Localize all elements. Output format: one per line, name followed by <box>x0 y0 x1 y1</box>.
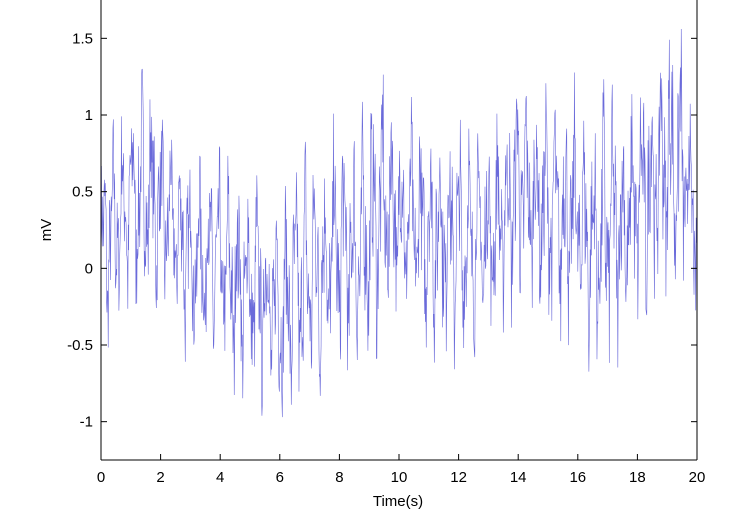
y-tick-label: 0.5 <box>72 184 93 201</box>
y-tick-label: 1 <box>85 107 93 124</box>
x-tick-label: 16 <box>569 469 586 486</box>
x-tick-label: 12 <box>450 469 467 486</box>
x-tick-label: 4 <box>216 469 224 486</box>
x-tick-label: 2 <box>156 469 164 486</box>
y-tick-label: -1 <box>80 414 93 431</box>
x-tick-label: 20 <box>689 469 706 486</box>
y-axis-label: mV <box>38 219 55 242</box>
plot-area <box>100 29 698 418</box>
x-tick-label: 10 <box>391 469 408 486</box>
x-tick-label: 14 <box>510 469 527 486</box>
y-tick-label: -0.5 <box>67 337 93 354</box>
x-tick-label: 8 <box>335 469 343 486</box>
x-tick-label: 6 <box>276 469 284 486</box>
series-line <box>100 29 698 418</box>
x-axis-label: Time(s) <box>373 493 423 510</box>
axes: 0 2 4 6 8 10 12 14 16 18 20 -1 -0.5 0 0.5 1 1.5 <box>67 0 705 486</box>
y-tick-label: 0 <box>85 260 93 277</box>
y-tick-label: 1.5 <box>72 30 93 47</box>
x-tick-label: 0 <box>97 469 105 486</box>
x-tick-label: 18 <box>629 469 646 486</box>
